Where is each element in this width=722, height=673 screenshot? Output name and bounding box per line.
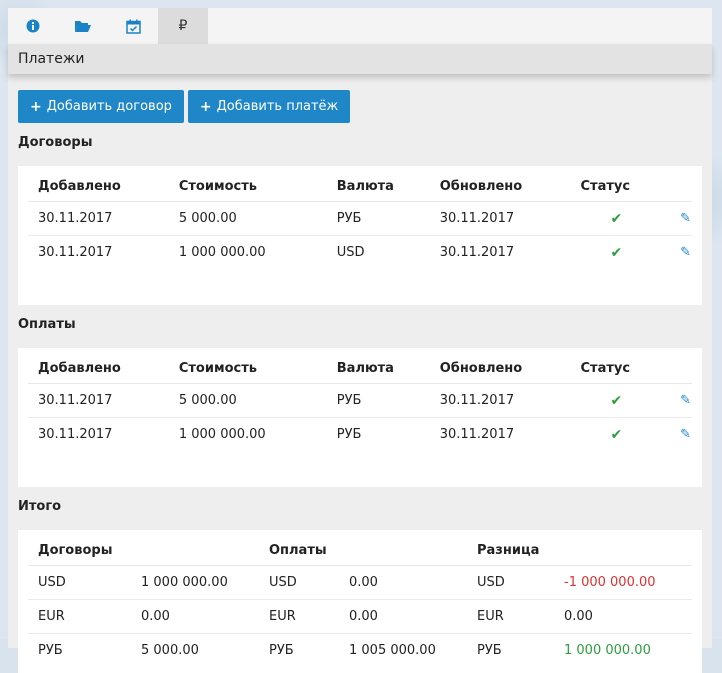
page-title: Платежи [8, 44, 712, 74]
totals-card: Договоры Оплаты Разница USD 1 000 000.00… [18, 530, 702, 673]
cell-updated: 30.11.2017 [439, 245, 515, 260]
table-row: 30.11.2017 1 000 000.00 РУБ 30.11.2017 ✔… [28, 418, 692, 452]
contracts-card: Добавлено Стоимость Валюта Обновлено Ста… [18, 166, 702, 305]
payments-panel: ₽ Платежи + Добавить договор + Добавить … [8, 8, 712, 673]
cell-currency: РУБ [336, 427, 362, 442]
tab-info[interactable] [8, 8, 58, 44]
pencil-icon[interactable]: ✎ [680, 427, 691, 442]
tab-bar: ₽ [8, 8, 712, 44]
ruble-icon: ₽ [178, 18, 188, 34]
cell-currency: USD [467, 565, 554, 600]
tab-files[interactable] [58, 8, 108, 44]
cell-updated: 30.11.2017 [429, 201, 571, 236]
cell-cost: 5 000.00 [168, 201, 327, 236]
folder-open-icon [74, 19, 92, 33]
table-row: USD 1 000 000.00 USD 0.00 USD -1 000 000… [28, 565, 692, 600]
column-header: Разница [467, 536, 692, 566]
column-header-actions [670, 172, 692, 202]
cell-amount: 1 000 000.00 [131, 565, 259, 600]
tab-payments[interactable]: ₽ [158, 8, 208, 44]
cell-added: 30.11.2017 [38, 245, 113, 260]
payments-table: Добавлено Стоимость Валюта Обновлено Ста… [28, 354, 692, 451]
plus-icon: + [30, 98, 42, 115]
column-header: Добавлено [28, 172, 169, 202]
check-icon: ✔ [610, 210, 623, 227]
cell-cost: 1 000 000.00 [178, 427, 266, 442]
table-row: EUR 0.00 EUR 0.00 EUR 0.00 [28, 599, 692, 634]
payments-section-title: Оплаты [18, 317, 76, 332]
payments-card: Добавлено Стоимость Валюта Обновлено Ста… [18, 348, 702, 487]
add-payment-button[interactable]: + Добавить платёж [187, 90, 351, 123]
tab-calendar[interactable] [108, 8, 158, 44]
column-header: Добавлено [28, 354, 169, 384]
table-row: 30.11.2017 5 000.00 РУБ 30.11.2017 ✔ ✎ [28, 201, 692, 236]
cell-currency: EUR [467, 599, 554, 634]
column-header: Статус [570, 354, 671, 384]
pencil-icon[interactable]: ✎ [680, 245, 691, 260]
cell-currency: USD [259, 565, 339, 600]
add-payment-label: Добавить платёж [216, 99, 339, 114]
cell-difference: -1 000 000.00 [554, 565, 692, 600]
cell-difference: 0.00 [554, 599, 692, 634]
column-header: Стоимость [168, 172, 327, 202]
column-header: Обновлено [429, 172, 571, 202]
check-icon: ✔ [610, 392, 623, 409]
calendar-check-icon [125, 19, 141, 34]
add-contract-label: Добавить договор [46, 99, 172, 114]
column-header: Обновлено [429, 354, 571, 384]
info-icon [26, 19, 40, 33]
plus-icon: + [199, 98, 212, 115]
cell-currency: USD [336, 245, 365, 260]
cell-currency: РУБ [326, 201, 430, 236]
column-header: Стоимость [168, 354, 327, 384]
column-header: Оплаты [259, 536, 467, 566]
column-header: Валюта [326, 354, 430, 384]
totals-table: Договоры Оплаты Разница USD 1 000 000.00… [28, 536, 692, 667]
cell-currency: EUR [28, 599, 131, 634]
cell-amount: 0.00 [339, 565, 467, 600]
cell-updated: 30.11.2017 [429, 383, 571, 418]
cell-amount: 0.00 [339, 599, 467, 634]
totals-section-title: Итого [18, 499, 62, 514]
column-header-actions [670, 354, 692, 384]
check-icon: ✔ [610, 244, 623, 261]
cell-updated: 30.11.2017 [439, 427, 515, 442]
cell-added: 30.11.2017 [38, 427, 113, 442]
column-header: Валюта [326, 172, 430, 202]
check-icon: ✔ [610, 426, 623, 443]
cell-cost: 1 000 000.00 [178, 245, 266, 260]
column-header: Договоры [28, 536, 259, 566]
table-row: 30.11.2017 5 000.00 РУБ 30.11.2017 ✔ ✎ [28, 383, 692, 418]
cell-cost: 5 000.00 [168, 383, 327, 418]
cell-currency: USD [28, 565, 131, 600]
contracts-table: Добавлено Стоимость Валюта Обновлено Ста… [28, 172, 692, 269]
add-contract-button[interactable]: + Добавить договор [18, 90, 184, 123]
contracts-section-title: Договоры [18, 135, 93, 150]
cell-added: 30.11.2017 [28, 383, 169, 418]
cell-currency: РУБ [326, 383, 430, 418]
pencil-icon[interactable]: ✎ [680, 211, 691, 226]
pencil-icon[interactable]: ✎ [680, 393, 691, 408]
table-row: 30.11.2017 1 000 000.00 USD 30.11.2017 ✔… [28, 236, 692, 270]
cell-added: 30.11.2017 [28, 201, 169, 236]
cell-amount: 0.00 [131, 599, 259, 634]
column-header: Статус [570, 172, 671, 202]
cell-currency: EUR [259, 599, 339, 634]
